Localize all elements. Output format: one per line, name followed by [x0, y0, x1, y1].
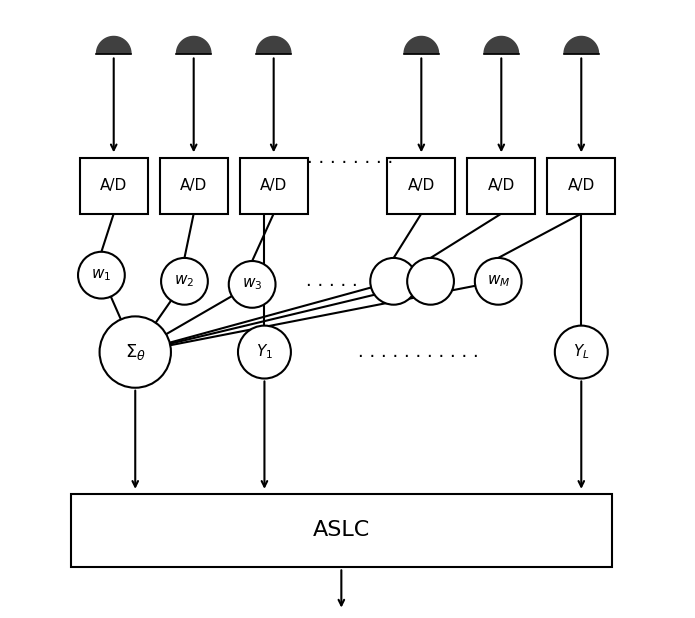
Polygon shape: [177, 36, 211, 54]
Text: . . . . .: . . . . .: [306, 273, 358, 290]
FancyBboxPatch shape: [548, 158, 615, 214]
Text: A/D: A/D: [260, 179, 287, 193]
FancyBboxPatch shape: [80, 158, 147, 214]
Text: A/D: A/D: [568, 179, 595, 193]
FancyBboxPatch shape: [468, 158, 535, 214]
Circle shape: [370, 258, 417, 305]
Text: $w_2$: $w_2$: [174, 273, 195, 289]
Circle shape: [99, 316, 171, 387]
Text: . . . . . . . . . . .: . . . . . . . . . . .: [358, 343, 479, 361]
Text: $w_1$: $w_1$: [91, 268, 111, 283]
Text: $Y_1$: $Y_1$: [256, 343, 273, 362]
Circle shape: [229, 261, 275, 308]
Circle shape: [407, 258, 454, 305]
FancyBboxPatch shape: [388, 158, 455, 214]
Circle shape: [238, 326, 291, 378]
Polygon shape: [97, 36, 131, 54]
FancyBboxPatch shape: [160, 158, 227, 214]
Polygon shape: [484, 36, 518, 54]
Text: A/D: A/D: [100, 179, 127, 193]
Text: A/D: A/D: [408, 179, 435, 193]
Polygon shape: [564, 36, 598, 54]
Text: ASLC: ASLC: [313, 520, 370, 541]
Text: $w_M$: $w_M$: [486, 273, 510, 289]
Circle shape: [161, 258, 208, 305]
Text: . . . . . . . .: . . . . . . . .: [307, 150, 393, 167]
FancyBboxPatch shape: [71, 494, 612, 567]
Text: $\Sigma_{\theta}$: $\Sigma_{\theta}$: [124, 342, 146, 362]
Text: $w_3$: $w_3$: [242, 276, 262, 292]
Text: A/D: A/D: [180, 179, 207, 193]
Circle shape: [475, 258, 522, 305]
Text: $Y_L$: $Y_L$: [573, 343, 589, 362]
Circle shape: [555, 326, 607, 378]
FancyBboxPatch shape: [240, 158, 307, 214]
Polygon shape: [256, 36, 291, 54]
Polygon shape: [404, 36, 439, 54]
Text: A/D: A/D: [488, 179, 515, 193]
Circle shape: [78, 252, 125, 298]
